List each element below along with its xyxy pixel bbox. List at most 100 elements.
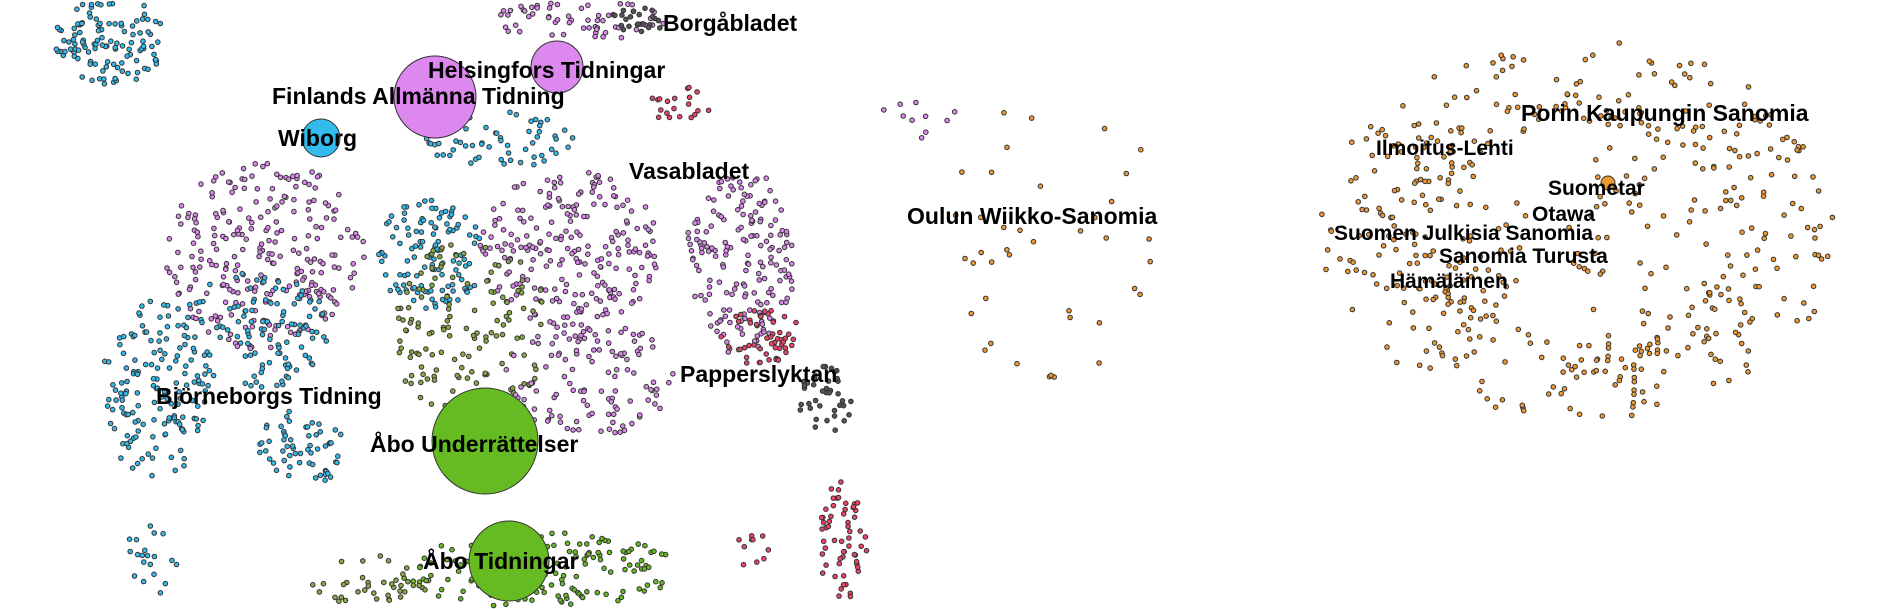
label-helsingfors-tidningar[interactable]: Helsingfors Tidningar — [428, 57, 665, 83]
graph-node-dot — [54, 24, 61, 31]
graph-node-dot — [736, 179, 743, 185]
graph-node-dot — [305, 446, 311, 453]
graph-node-dot — [1411, 122, 1417, 129]
graph-node-dot — [79, 74, 85, 80]
graph-node-dot — [1502, 359, 1508, 365]
graph-node-dot — [544, 116, 551, 123]
graph-node-dot — [1645, 122, 1652, 129]
node-suometar[interactable] — [1600, 175, 1616, 191]
graph-node-dot — [590, 184, 597, 190]
label-oulun-wiikko-sanomia[interactable]: Oulun Wiikko-Sanomia — [907, 203, 1157, 229]
graph-node-dot — [1410, 309, 1416, 315]
graph-node-dot — [612, 373, 618, 380]
graph-node-dot — [307, 299, 313, 305]
graph-node-dot — [242, 176, 248, 183]
graph-node-dot — [498, 137, 504, 144]
graph-node-dot — [402, 378, 409, 384]
graph-node-dot — [566, 19, 573, 26]
graph-node-dot — [559, 203, 566, 210]
graph-node-dot — [619, 12, 625, 18]
graph-node-dot — [754, 333, 761, 339]
graph-node-dot — [501, 161, 507, 167]
graph-node-dot — [1593, 203, 1600, 210]
label-sanomia-turusta[interactable]: Sanomia Turusta — [1439, 245, 1608, 268]
graph-node-dot — [242, 380, 249, 387]
graph-node-dot — [299, 288, 306, 294]
node-wiborg[interactable] — [301, 118, 341, 158]
graph-node-dot — [797, 407, 804, 413]
node-finlands-allmanna-tidning[interactable] — [393, 55, 477, 139]
node-abo-tidningar[interactable] — [468, 520, 550, 602]
graph-node-dot — [314, 235, 321, 242]
graph-node-dot — [253, 379, 260, 385]
graph-node-dot — [172, 273, 178, 280]
label-bjorneborgs-tidning[interactable]: Björneborgs Tidning — [156, 383, 382, 409]
label-porin-kaupungin-sanomia[interactable]: Porin Kaupungin Sanomia — [1521, 100, 1809, 126]
graph-node-dot — [227, 331, 234, 338]
graph-node-dot — [666, 114, 673, 121]
graph-node-dot — [1398, 197, 1405, 203]
graph-node-dot — [588, 290, 595, 297]
graph-node-dot — [278, 227, 285, 234]
label-wiborg[interactable]: Wiborg — [278, 125, 357, 151]
graph-node-dot — [1393, 246, 1399, 253]
label-abo-underrattelser[interactable]: Åbo Underrättelser — [370, 430, 578, 457]
graph-node-dot — [322, 443, 329, 449]
graph-node-dot — [1741, 309, 1748, 316]
graph-node-dot — [293, 367, 300, 373]
graph-node-dot — [770, 292, 776, 299]
graph-node-dot — [1452, 265, 1459, 271]
graph-node-dot — [764, 299, 770, 306]
graph-node-dot — [336, 191, 342, 198]
graph-node-dot — [506, 317, 512, 323]
graph-node-dot — [502, 241, 508, 247]
label-finlands-allmanna-tidning[interactable]: Finlands Allmänna Tidning — [272, 83, 565, 109]
graph-node-dot — [1631, 378, 1638, 385]
label-suomen-julkisia-sanomia[interactable]: Suomen Julkisia Sanomia — [1334, 222, 1593, 245]
graph-node-dot — [615, 245, 622, 252]
graph-node-dot — [862, 534, 869, 540]
graph-node-dot — [1445, 180, 1452, 187]
label-abo-tidningar[interactable]: Åbo Tidningar — [423, 547, 579, 574]
node-abo-underrattelser[interactable] — [431, 387, 539, 495]
label-ilmoitus-lehti[interactable]: Ilmoitus-Lehti — [1376, 137, 1514, 160]
graph-node-dot — [1493, 302, 1499, 308]
graph-node-dot — [119, 397, 126, 403]
graph-node-dot — [1510, 54, 1516, 60]
graph-node-dot — [458, 276, 465, 283]
graph-node-dot — [267, 336, 273, 343]
graph-node-dot — [1483, 313, 1489, 319]
graph-node-dot — [314, 446, 321, 452]
graph-node-dot — [301, 179, 308, 186]
graph-node-dot — [549, 340, 556, 347]
graph-node-dot — [106, 1, 113, 7]
graph-node-dot — [767, 187, 773, 194]
label-suometar[interactable]: Suometar — [1548, 177, 1645, 200]
graph-node-dot — [198, 181, 204, 187]
graph-node-dot — [438, 543, 445, 549]
label-papperslyktan[interactable]: Papperslyktan — [680, 361, 837, 387]
graph-node-dot — [133, 57, 140, 64]
graph-node-dot — [123, 365, 130, 371]
label-borgabladet[interactable]: Borgåbladet — [663, 10, 798, 36]
graph-node-dot — [192, 334, 198, 340]
graph-node-dot — [264, 256, 271, 263]
graph-node-dot — [450, 288, 456, 294]
graph-node-dot — [397, 338, 403, 344]
graph-node-dot — [193, 416, 200, 422]
label-vasabladet[interactable]: Vasabladet — [629, 158, 750, 184]
graph-node-dot — [685, 229, 692, 236]
graph-node-dot — [620, 230, 627, 236]
graph-node-dot — [258, 272, 264, 278]
graph-node-dot — [119, 68, 126, 74]
graph-node-dot — [614, 406, 620, 412]
label-hamalainen[interactable]: Hämäläinen — [1390, 270, 1508, 293]
graph-node-dot — [1738, 340, 1745, 347]
graph-node-dot — [535, 340, 542, 347]
graph-node-dot — [134, 551, 141, 558]
graph-node-dot — [1714, 284, 1720, 290]
graph-node-dot — [1427, 252, 1433, 259]
label-otawa[interactable]: Otawa — [1532, 203, 1595, 226]
graph-node-dot — [1092, 214, 1098, 221]
node-helsingfors-tidningar[interactable] — [530, 40, 584, 94]
